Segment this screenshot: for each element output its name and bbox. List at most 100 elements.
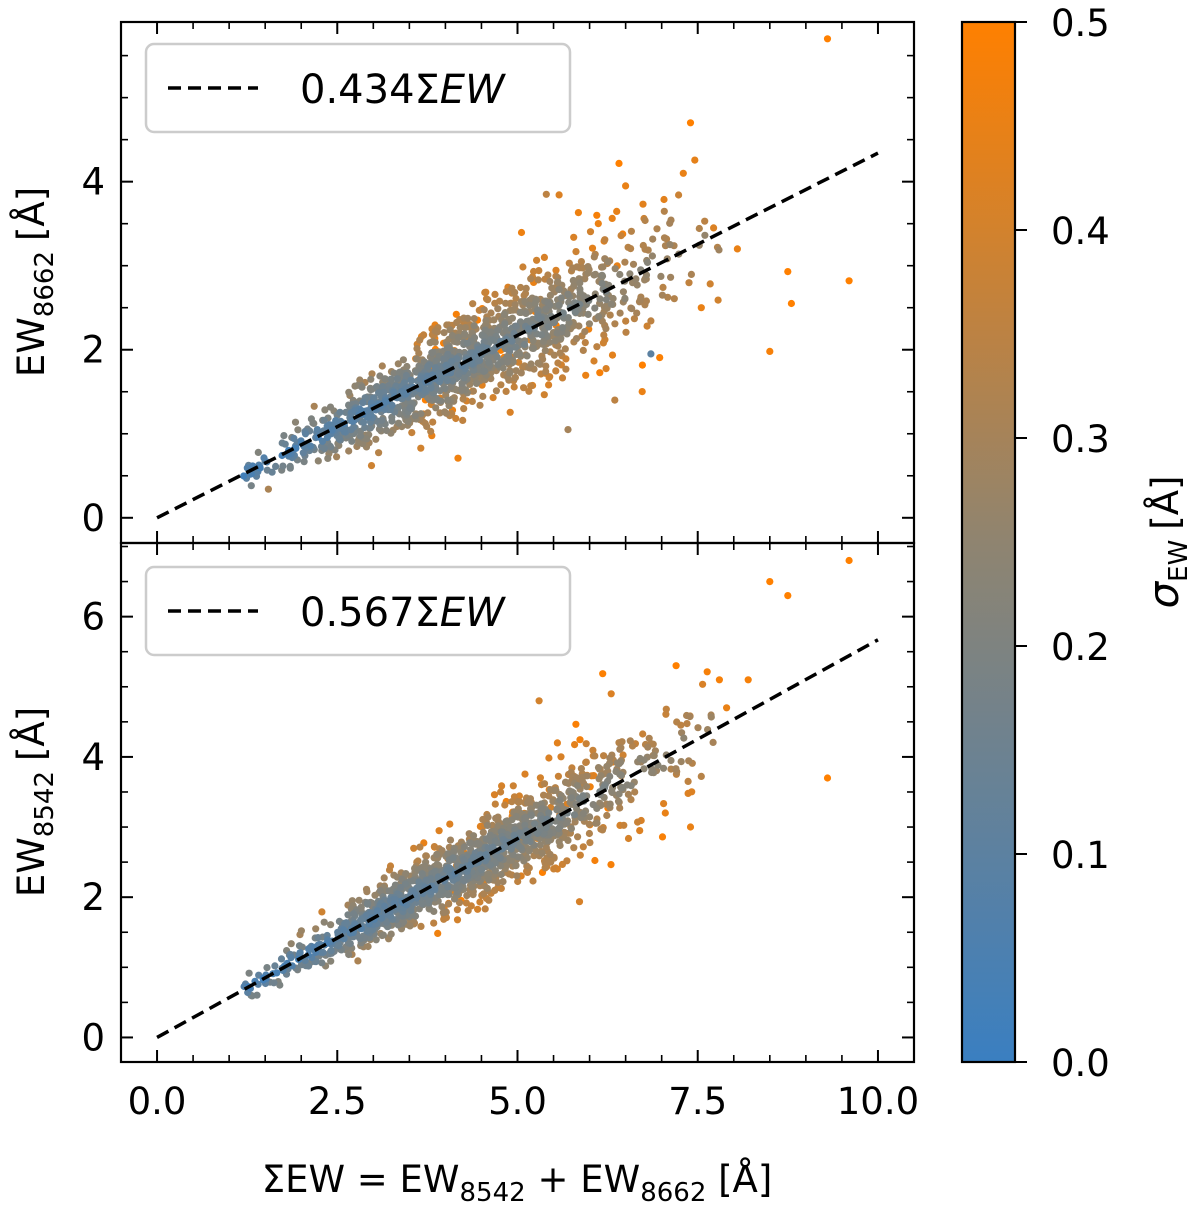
scatter-point: [441, 908, 450, 916]
scatter-point: [462, 899, 470, 907]
scatter-point: [415, 349, 423, 357]
scatter-point: [706, 280, 714, 288]
scatter-point: [660, 234, 669, 242]
scatter-point: [484, 813, 492, 821]
scatter-point: [380, 874, 388, 882]
scatter-point: [410, 844, 418, 852]
scatter-point: [550, 865, 558, 873]
scatter-point: [521, 821, 529, 829]
scatter-point: [443, 376, 452, 385]
colorbar: 0.0 0.1 0.2 0.3 0.4 0.5 σEW [Å]: [960, 2, 1194, 1085]
scatter-point: [626, 270, 634, 278]
scatter-point: [553, 739, 562, 747]
scatter-point: [525, 301, 533, 309]
scatter-point: [554, 359, 562, 367]
scatter-point: [534, 276, 542, 284]
scatter-point: [600, 331, 608, 339]
scatter-point: [301, 430, 310, 438]
scatter-point: [554, 342, 562, 350]
top-panel: 024 0.434ΣEW EW8662[Å]: [9, 20, 916, 545]
scatter-point: [327, 921, 335, 929]
scatter-point: [346, 940, 354, 948]
scatter-point: [591, 856, 599, 865]
scatter-point: [638, 361, 647, 369]
scatter-point: [557, 334, 565, 342]
scatter-point: [784, 592, 792, 600]
scatter-point: [552, 367, 560, 375]
scatter-point: [458, 386, 466, 394]
scatter-point: [254, 448, 262, 456]
scatter-point: [527, 360, 535, 368]
scatter-point: [464, 907, 472, 915]
scatter-point: [271, 962, 279, 970]
y-tick-label: 0: [81, 1016, 105, 1059]
scatter-point: [463, 339, 471, 347]
scatter-point: [574, 209, 583, 217]
scatter-point: [516, 308, 524, 316]
scatter-point: [276, 981, 284, 989]
scatter-point: [523, 352, 531, 360]
scatter-point: [522, 814, 530, 822]
scatter-point: [299, 449, 307, 457]
scatter-point: [703, 668, 711, 676]
scatter-point: [318, 959, 326, 967]
scatter-point: [591, 270, 600, 278]
scatter-point: [823, 774, 832, 782]
scatter-point: [563, 819, 571, 827]
x-tick-label: 2.5: [308, 1080, 367, 1123]
scatter-point: [534, 359, 542, 367]
bottom-legend-sigma: Σ: [415, 590, 440, 636]
scatter-point: [567, 825, 576, 833]
scatter-point: [397, 883, 405, 892]
scatter-point: [697, 304, 705, 312]
scatter-point: [647, 317, 655, 325]
scatter-point: [408, 429, 416, 437]
scatter-point: [406, 404, 414, 412]
scatter-point: [581, 328, 589, 336]
scatter-point: [552, 786, 560, 795]
scatter-point: [535, 697, 543, 705]
top-legend-coef: 0.434: [300, 67, 415, 113]
scatter-point: [470, 853, 478, 861]
scatter-point: [623, 781, 631, 789]
scatter-point: [573, 774, 581, 782]
scatter-point: [631, 788, 639, 796]
scatter-point: [513, 872, 521, 880]
scatter-point: [502, 326, 510, 334]
scatter-point: [584, 263, 592, 271]
scatter-point: [491, 837, 499, 845]
scatter-point: [305, 962, 313, 970]
scatter-point: [515, 358, 523, 366]
scatter-point: [594, 220, 602, 228]
scatter-point: [561, 345, 569, 353]
top-axis-ticks: 0 2 4: [81, 22, 914, 543]
scatter-point: [418, 870, 426, 878]
scatter-point: [552, 266, 560, 274]
scatter-point: [624, 834, 633, 843]
scatter-point: [488, 347, 497, 355]
scatter-point: [609, 294, 617, 303]
scatter-point: [367, 375, 375, 383]
scatter-point: [555, 191, 563, 199]
scatter-point: [573, 263, 581, 271]
scatter-point: [347, 426, 355, 434]
scatter-point: [615, 159, 623, 167]
scatter-point: [512, 322, 520, 330]
scatter-point: [422, 876, 430, 884]
scatter-point: [404, 417, 412, 425]
scatter-point: [431, 327, 439, 335]
scatter-point: [446, 836, 455, 844]
scatter-point: [387, 930, 395, 938]
scatter-point: [644, 743, 652, 751]
scatter-point: [577, 765, 586, 773]
scatter-point: [517, 228, 526, 237]
scatter-point: [545, 809, 553, 817]
scatter-point: [558, 374, 567, 382]
scatter-point: [648, 252, 657, 260]
scatter-point: [508, 337, 516, 345]
scatter-point: [509, 851, 517, 859]
scatter-point: [616, 745, 624, 753]
scatter-point: [639, 241, 647, 250]
scatter-point: [596, 295, 604, 303]
scatter-point: [532, 847, 540, 855]
